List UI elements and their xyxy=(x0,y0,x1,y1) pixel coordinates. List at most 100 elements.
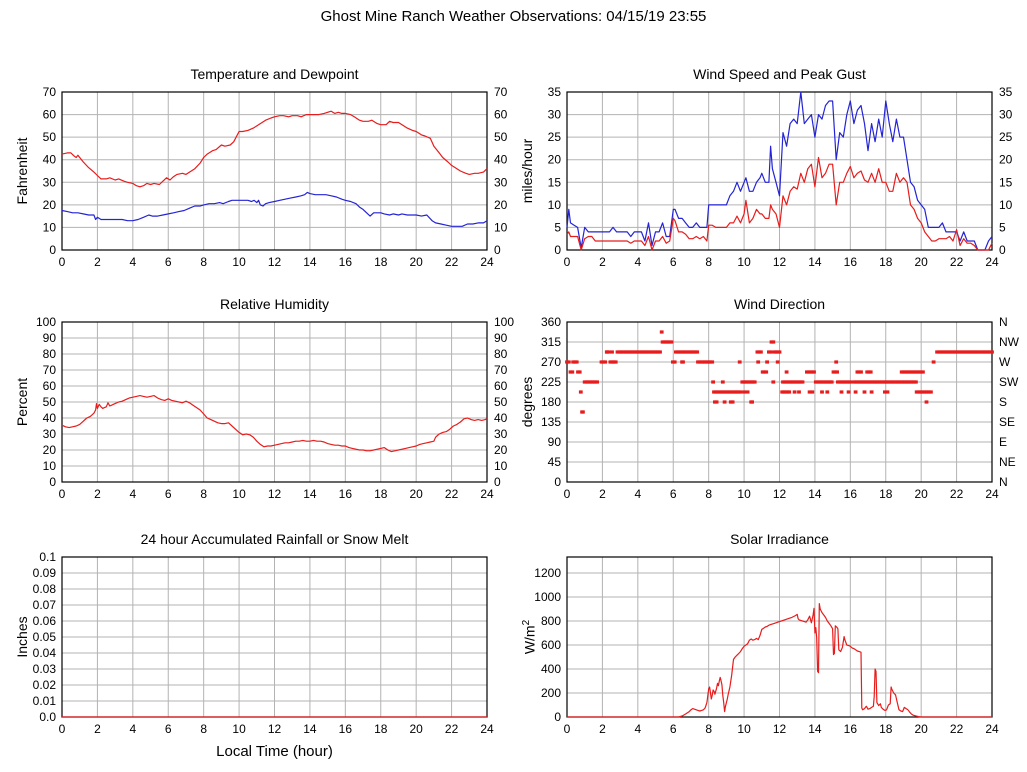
y-tick-label: 0 xyxy=(49,475,56,489)
x-tick-label: 6 xyxy=(670,722,677,736)
y-tick-label: 70 xyxy=(43,85,57,99)
x-tick-label: 12 xyxy=(773,255,787,269)
series-wind_speed xyxy=(566,156,993,251)
series-wind-direction-markers xyxy=(565,330,994,414)
chart-title: Wind Speed and Peak Gust xyxy=(693,66,866,82)
y-tick-label-right: 30 xyxy=(999,108,1013,122)
page-title: Ghost Mine Ranch Weather Observations: 0… xyxy=(320,8,707,25)
y-tick-label: 360 xyxy=(541,315,561,329)
y-tick-label: 60 xyxy=(43,108,57,122)
y-tick-label-right: 40 xyxy=(494,411,508,425)
y-tick-label: 135 xyxy=(541,415,561,429)
x-tick-label: 8 xyxy=(200,722,207,736)
y-tick-label: 200 xyxy=(541,686,561,700)
x-tick-label: 20 xyxy=(409,487,423,501)
x-tick-label: 6 xyxy=(670,255,677,269)
y-tick-label: 400 xyxy=(541,662,561,676)
y-tick-label: 80 xyxy=(43,347,57,361)
x-tick-label: 22 xyxy=(950,255,964,269)
y-tick-label: 20 xyxy=(548,153,562,167)
x-tick-label: 16 xyxy=(844,722,858,736)
y-tick-label: 20 xyxy=(43,443,57,457)
y-tick-label: 0.1 xyxy=(39,550,56,564)
x-tick-label: 14 xyxy=(303,722,317,736)
x-tick-label: 24 xyxy=(985,255,999,269)
x-tick-label: 12 xyxy=(268,255,282,269)
y-tick-label-right: 90 xyxy=(494,331,508,345)
y-tick-label-right: 15 xyxy=(999,175,1013,189)
x-axis-label: Local Time (hour) xyxy=(216,743,333,760)
x-tick-label: 20 xyxy=(914,255,928,269)
x-tick-label: 22 xyxy=(950,487,964,501)
y-tick-label: 0 xyxy=(554,243,561,257)
x-tick-label: 6 xyxy=(165,722,172,736)
chart-wind-speed-gust: Wind Speed and Peak Gust miles/hour 0 2 4 6 8 1… xyxy=(505,62,1027,296)
series-humidity xyxy=(61,394,488,453)
x-tick-label: 16 xyxy=(339,255,353,269)
x-tick-label: 0 xyxy=(564,255,571,269)
chart-solar-irradiance: Solar Irradiance W/m2 0 2 4 6 8 10 12 14 16 18 20 22 2… xyxy=(505,527,1027,763)
y-tick-label: 15 xyxy=(548,175,562,189)
y-tick-label-right: 10 xyxy=(999,198,1013,212)
y-tick-label: 0.08 xyxy=(33,582,57,596)
x-tick-label: 14 xyxy=(303,255,317,269)
x-tick-label: 12 xyxy=(268,722,282,736)
y-tick-label-right: SW xyxy=(999,375,1019,389)
chart-wind-direction: Wind Direction degrees 0 2 4 6 8 10 12 14 16 18 20 22… xyxy=(505,292,1027,528)
y-tick-label: 60 xyxy=(43,379,57,393)
x-tick-label: 20 xyxy=(409,255,423,269)
y-tick-label: 0.09 xyxy=(33,566,57,580)
x-tick-label: 22 xyxy=(445,487,459,501)
series-irradiance xyxy=(567,602,992,718)
x-tick-label: 6 xyxy=(165,487,172,501)
y-tick-label-right: N xyxy=(999,475,1008,489)
y-tick-label-right: 20 xyxy=(494,443,508,457)
y-tick-label-right: 0 xyxy=(494,475,501,489)
y-tick-label-right: 20 xyxy=(999,153,1013,167)
x-tick-label: 18 xyxy=(879,255,893,269)
y-tick-label-right: S xyxy=(999,395,1007,409)
y-tick-label-right: 60 xyxy=(494,379,508,393)
y-tick-label: 10 xyxy=(43,459,57,473)
x-tick-label: 24 xyxy=(985,722,999,736)
x-tick-label: 12 xyxy=(268,487,282,501)
x-tick-label: 0 xyxy=(564,487,571,501)
x-tick-label: 18 xyxy=(879,722,893,736)
x-tick-label: 22 xyxy=(445,255,459,269)
y-tick-label: 0.05 xyxy=(33,630,57,644)
y-tick-label: 10 xyxy=(548,198,562,212)
x-tick-label: 2 xyxy=(599,487,606,501)
y-tick-label: 0 xyxy=(49,243,56,257)
y-tick-label: 30 xyxy=(43,175,57,189)
x-tick-label: 22 xyxy=(950,722,964,736)
y-tick-label-right: 70 xyxy=(494,85,508,99)
x-tick-label: 4 xyxy=(634,487,641,501)
y-tick-label-right: 70 xyxy=(494,363,508,377)
y-tick-label: 70 xyxy=(43,363,57,377)
x-tick-label: 10 xyxy=(232,487,246,501)
x-tick-label: 18 xyxy=(374,255,388,269)
x-tick-label: 4 xyxy=(634,722,641,736)
y-tick-label: 100 xyxy=(36,315,56,329)
chart-title: Relative Humidity xyxy=(220,296,329,312)
y-tick-label: 0.07 xyxy=(33,598,57,612)
y-tick-label-right: 5 xyxy=(999,220,1006,234)
x-tick-label: 16 xyxy=(844,487,858,501)
y-tick-label-right: 30 xyxy=(494,427,508,441)
x-tick-label: 8 xyxy=(200,255,207,269)
y-tick-label-right: 10 xyxy=(494,220,508,234)
x-tick-label: 8 xyxy=(200,487,207,501)
x-tick-label: 22 xyxy=(445,722,459,736)
chart-title: Temperature and Dewpoint xyxy=(190,66,359,82)
x-tick-label: 14 xyxy=(808,255,822,269)
y-tick-label-right: 35 xyxy=(999,85,1013,99)
chart-rainfall: 24 hour Accumulated Rainfall or Snow Mel… xyxy=(0,527,535,763)
solar-irradiance-plot: 0 2 4 6 8 10 12 14 16 18 20 22 240200400600800100012… xyxy=(534,556,999,736)
x-tick-label: 14 xyxy=(303,487,317,501)
y-tick-label: 25 xyxy=(548,130,562,144)
y-tick-label: 10 xyxy=(43,220,57,234)
x-tick-label: 24 xyxy=(480,722,494,736)
y-tick-label-right: W xyxy=(999,355,1011,369)
y-tick-label-right: 40 xyxy=(494,153,508,167)
